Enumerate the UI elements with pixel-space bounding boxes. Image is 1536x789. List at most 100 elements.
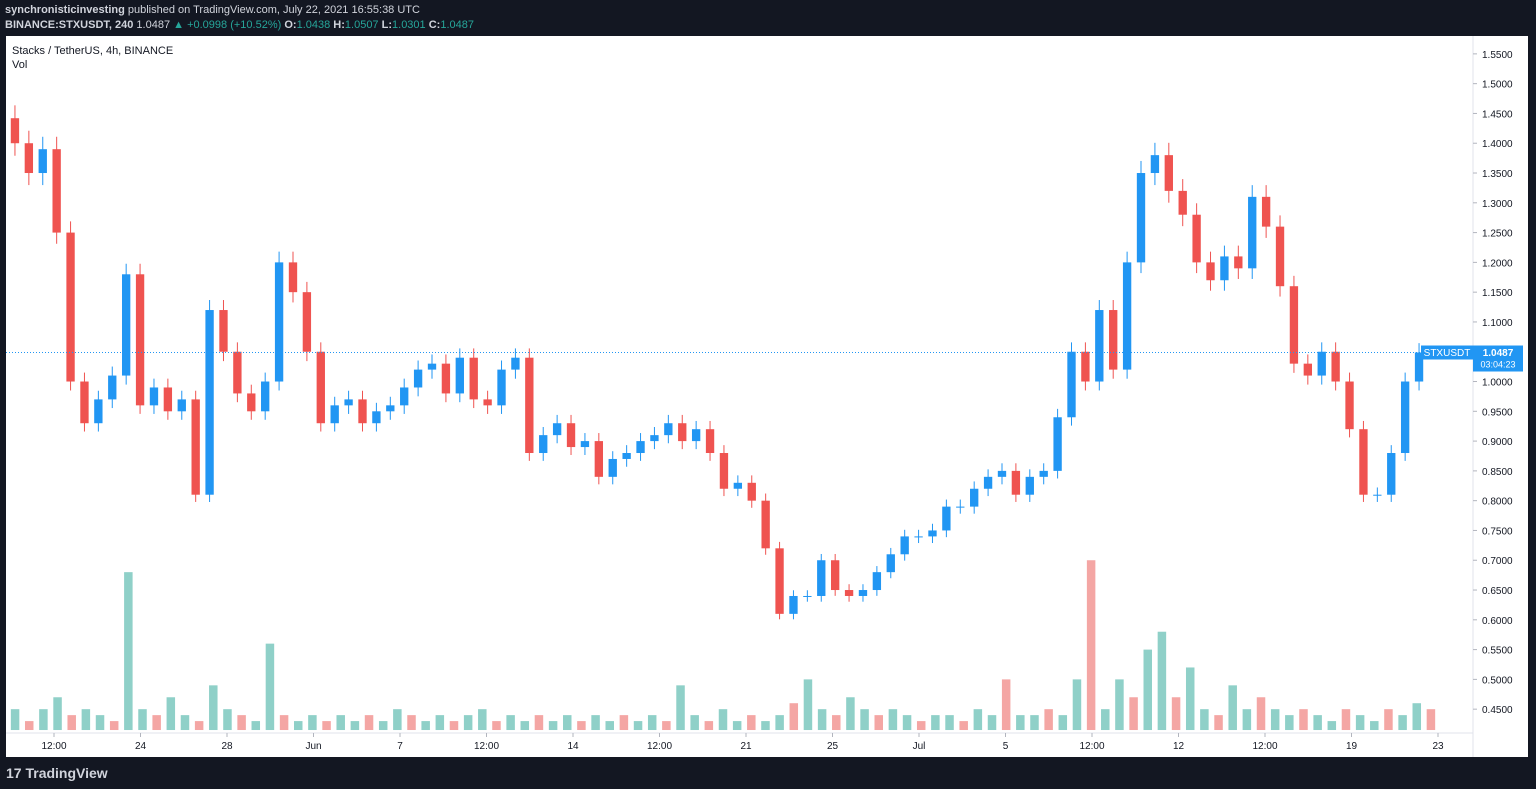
volume-bar [1016,715,1025,731]
candle-body [1011,470,1021,495]
candle-body [149,387,159,406]
candle-body [525,357,534,454]
price-tick-label: 1.5500 [1482,50,1513,61]
candle [1373,487,1382,502]
high-value: 1.0507 [344,19,379,31]
volume-bar [732,721,742,731]
candle-body [1122,262,1132,370]
candle [511,348,520,379]
candle-body [1261,196,1271,227]
candle [539,427,548,461]
candle [914,529,923,544]
volume-bar [492,721,501,731]
candle-body [1067,351,1076,418]
tradingview-logo[interactable]: ⁠17 TradingView [6,765,108,781]
candle [817,553,826,602]
candle-body [1053,417,1062,471]
candle [455,348,464,403]
candle [608,451,617,485]
candle-body [302,292,312,352]
candle [344,390,353,414]
volume-bar [605,721,614,731]
time-axis[interactable]: 12:00 24 28 Jun 7 12:00 14 12:00 21 25 Jul 5 12:00 12… [41,733,1444,752]
candle [594,433,604,485]
price-tick-label: 1.4000 [1482,139,1513,150]
author-name[interactable]: synchronisticinvesting [5,4,125,16]
candle [552,414,562,444]
candle-body [970,488,979,507]
candle [288,251,298,303]
candle [789,590,798,620]
candle [719,445,729,497]
candle-body [24,143,34,174]
volume-bar [1426,709,1436,731]
candle [733,475,743,497]
candle [1303,354,1313,385]
current-price-tag: STXUSDT 1.0487 03:04:23 [1421,345,1523,372]
candle [983,469,993,497]
volume-bar [1242,709,1252,731]
candle-body [1039,470,1048,477]
chart-header: synchronisticinvesting published on Trad… [0,0,1536,36]
volume-bar [1072,679,1082,731]
candle [1095,300,1104,391]
volume-bar [449,721,459,731]
candle-body [1206,262,1215,281]
candle-body [1095,310,1104,382]
last-price: 1.0487 [136,19,171,31]
candle [1011,463,1021,502]
candle-body [539,435,548,454]
volume-bar [209,685,218,731]
candle-body [358,399,367,424]
candle-body [733,482,743,489]
candle-body [1414,352,1424,382]
candle-body [719,453,729,489]
candle [108,366,117,409]
candle [997,463,1007,485]
candle [1331,342,1340,391]
candle [1053,408,1062,479]
volume-bar [548,721,558,731]
candle-body [344,399,353,406]
candle-body [858,590,868,596]
candle-body [886,554,895,573]
candle [469,348,478,409]
volume-bar [1044,709,1053,731]
volume-bar [223,709,232,731]
chart-area[interactable]: 1.5500 1.5000 1.4500 1.4000 1.3500 1.3000 1.25… [6,36,1528,757]
volume-bar [662,721,671,731]
symbol-tag-bg [1421,345,1473,360]
volume-bar [24,721,34,731]
candle [691,420,701,450]
candle [775,541,784,620]
candle [1275,215,1285,297]
price-tag-value: 1.0487 [1483,348,1514,359]
volume-bar [378,721,388,731]
candle-body [372,411,381,424]
time-tick-label: 12 [1173,741,1185,752]
candle-body [163,387,173,412]
candle-body [664,423,673,436]
candle [1317,342,1326,385]
price-tick-label: 1.0000 [1482,378,1513,389]
price-chart[interactable]: 1.5500 1.5000 1.4500 1.4000 1.3500 1.3000 1.25… [6,36,1528,757]
volume-bar [803,679,813,731]
volume-bar [832,715,841,731]
bar-countdown: 03:04:23 [1480,360,1515,370]
candle-body [483,399,492,406]
volume-bar [435,715,445,731]
volume-bar [194,721,204,731]
candle [483,390,492,414]
time-tick-label: 23 [1432,741,1444,752]
price-tick-label: 0.6000 [1482,616,1513,627]
volume-bar [704,721,714,731]
candle [1039,463,1048,485]
candle [900,529,909,561]
chart-title: Stacks / TetherUS, 4h, BINANCE [12,45,173,57]
candle [205,300,214,502]
candle-body [817,560,826,596]
candle [1248,185,1257,279]
candle [219,300,228,362]
volume-bar [902,715,912,731]
candle-body [844,590,854,596]
